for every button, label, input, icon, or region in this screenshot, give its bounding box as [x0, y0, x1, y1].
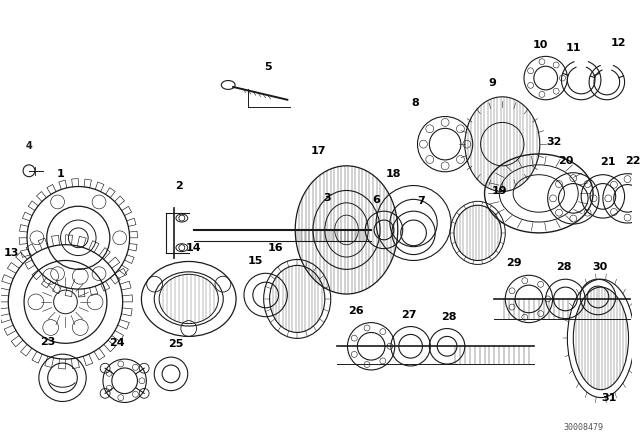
Text: 23: 23	[40, 337, 56, 347]
Text: 15: 15	[248, 256, 264, 267]
Text: 32: 32	[546, 137, 561, 147]
Text: 9: 9	[488, 78, 497, 88]
Text: 7: 7	[417, 196, 426, 207]
Text: 1: 1	[57, 169, 65, 179]
Text: 31: 31	[601, 392, 616, 403]
Text: 27: 27	[401, 310, 417, 320]
Text: 13: 13	[4, 248, 19, 258]
Text: 12: 12	[611, 38, 627, 47]
Text: 10: 10	[533, 39, 548, 50]
Text: 26: 26	[349, 306, 364, 316]
Text: 8: 8	[412, 98, 419, 108]
Text: 14: 14	[186, 243, 202, 253]
Text: 29: 29	[506, 258, 522, 268]
Text: 30: 30	[592, 263, 607, 272]
Text: 4: 4	[26, 141, 33, 151]
Text: 25: 25	[168, 339, 184, 349]
Text: 16: 16	[268, 243, 284, 253]
Text: 6: 6	[372, 195, 380, 205]
Text: 28: 28	[442, 312, 457, 322]
Text: 19: 19	[492, 186, 507, 197]
Text: 24: 24	[109, 338, 125, 348]
Text: 17: 17	[311, 146, 326, 156]
Text: 18: 18	[386, 169, 401, 179]
Text: 21: 21	[600, 157, 616, 167]
Text: 20: 20	[557, 156, 573, 166]
Text: 3: 3	[323, 194, 331, 203]
Text: 30008479: 30008479	[563, 422, 603, 431]
Text: 28: 28	[556, 263, 571, 272]
Text: 2: 2	[175, 181, 183, 190]
Text: 11: 11	[566, 43, 581, 53]
Text: 5: 5	[264, 62, 271, 72]
Text: 22: 22	[625, 156, 640, 166]
